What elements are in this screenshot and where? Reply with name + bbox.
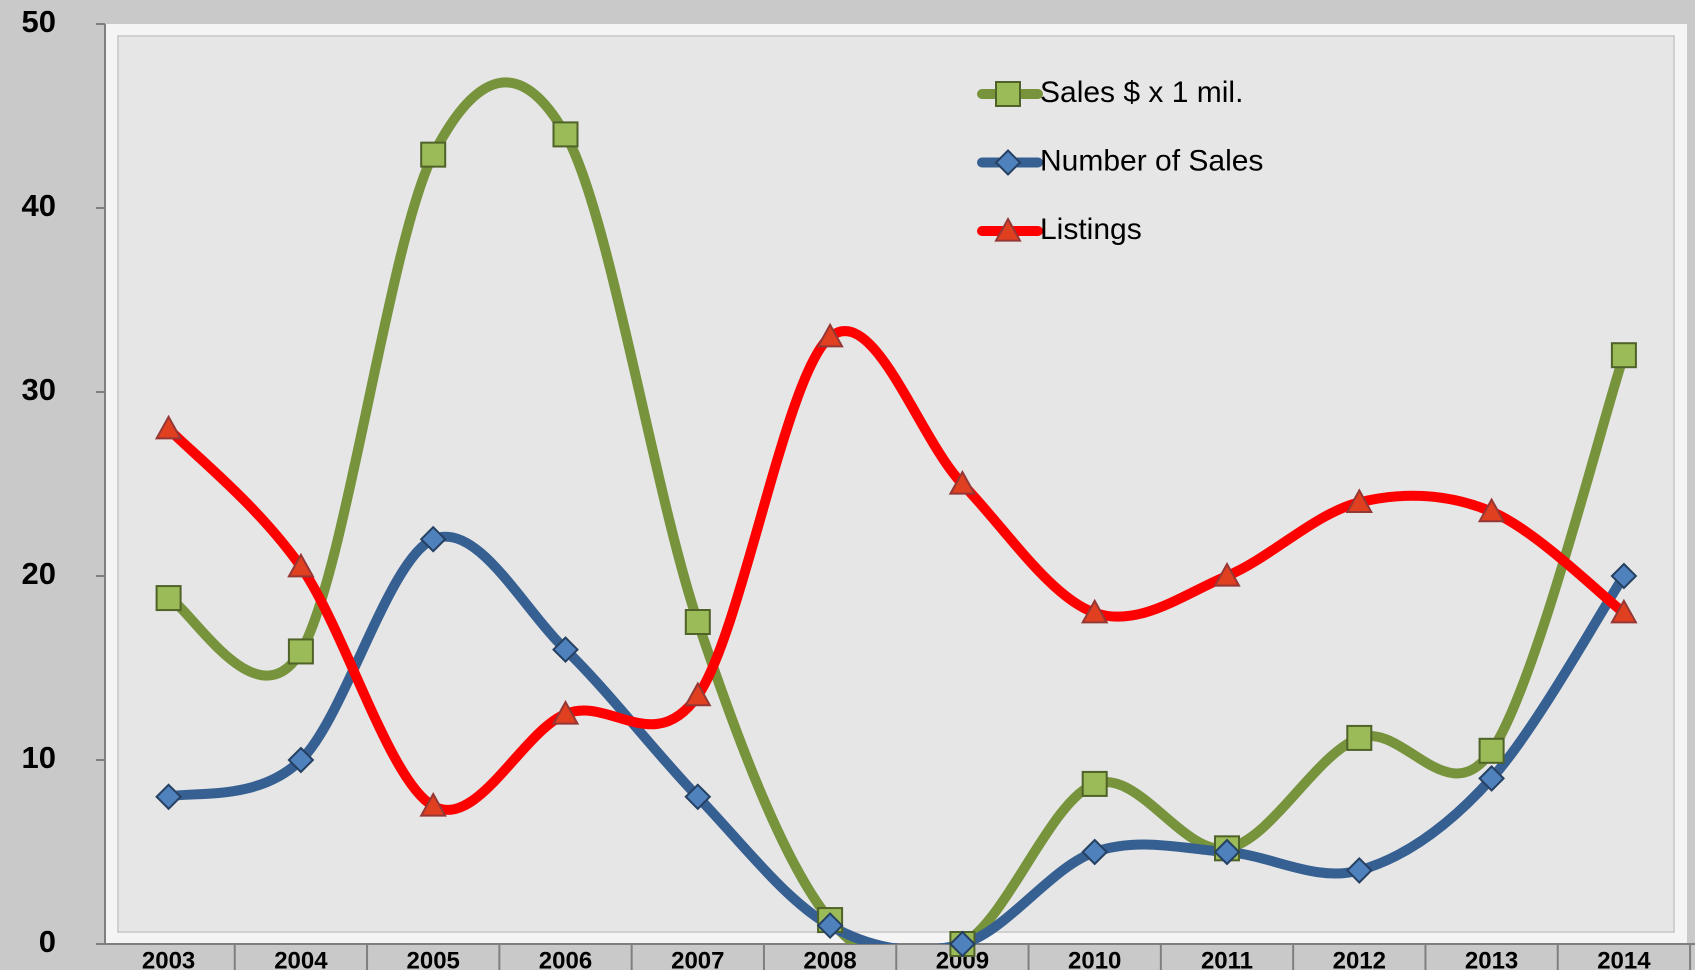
y-tick-label: 40 [22,188,56,223]
y-tick-label: 20 [22,556,56,591]
marker [1610,562,1638,590]
marker [155,585,182,612]
x-tick-label: 2012 [1333,947,1386,970]
marker [551,699,580,725]
marker [994,216,1022,242]
marker [1478,764,1506,792]
marker [419,791,447,817]
x-tick-label: 2010 [1068,947,1121,970]
x-tick-label: 2009 [936,947,989,970]
marker [552,121,579,148]
marker [420,141,447,168]
plot-area [117,35,1675,933]
legend-label: Number of Sales [1040,144,1263,177]
marker [1213,838,1241,866]
marker [1610,342,1637,369]
x-tick-label: 2011 [1201,947,1253,970]
y-tick-label: 50 [22,4,56,39]
marker [552,636,579,664]
legend-label: Listings [1040,213,1142,246]
x-tick-label: 2003 [142,947,195,970]
legend-label: Sales $ x 1 mil. [1040,76,1243,109]
marker [684,681,712,707]
marker [1081,838,1109,866]
marker [994,149,1022,176]
marker [684,609,711,635]
marker [154,414,183,440]
marker [1081,770,1108,797]
marker [1345,488,1373,513]
x-tick-label: 2004 [274,947,328,970]
y-tick-label: 30 [22,372,56,407]
x-tick-label: 2014 [1597,947,1651,970]
marker [287,638,314,665]
marker [1213,561,1241,587]
marker [995,81,1021,107]
x-tick-label: 2008 [803,947,856,970]
marker [816,322,844,348]
marker [1081,598,1109,624]
marker [1610,598,1638,624]
marker [1478,737,1505,764]
marker [948,469,977,495]
marker [287,746,315,774]
y-tick-label: 0 [39,924,56,959]
marker [1477,497,1506,523]
marker [155,783,183,811]
marker [1345,856,1373,884]
marker [816,912,844,940]
marker [419,525,447,553]
marker [1346,724,1373,751]
x-tick-label: 2007 [671,947,724,970]
x-tick-label: 2013 [1465,947,1518,970]
marker [684,783,712,811]
series-line [163,531,1629,944]
x-tick-label: 2005 [407,947,460,970]
x-tick-label: 2006 [539,947,592,970]
y-tick-label: 10 [22,740,56,775]
marker [948,930,976,958]
marker [287,552,315,578]
